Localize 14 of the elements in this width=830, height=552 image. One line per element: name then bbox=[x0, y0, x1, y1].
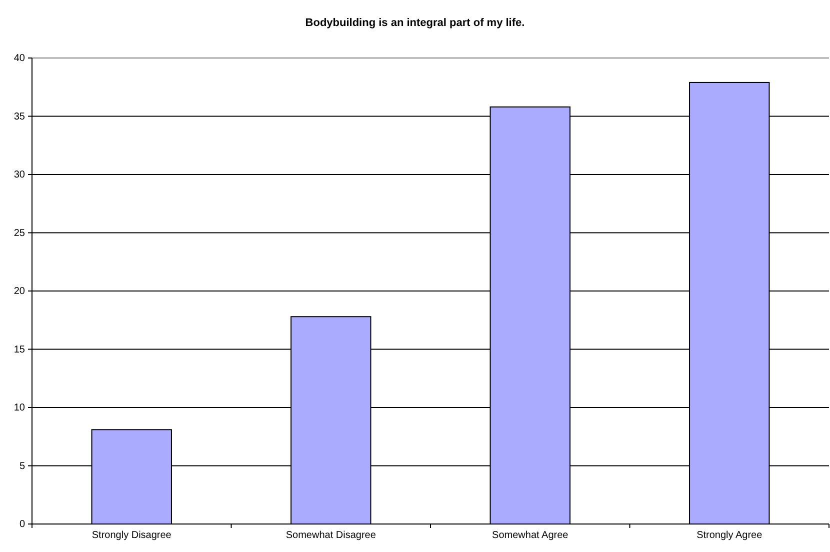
x-tick-label: Strongly Disagree bbox=[92, 530, 172, 541]
y-tick-label: 0 bbox=[19, 519, 26, 530]
y-tick-label: 30 bbox=[14, 170, 26, 181]
x-tick-label: Somewhat Agree bbox=[492, 530, 569, 541]
y-tick-label: 40 bbox=[14, 53, 26, 64]
x-tick-label: Somewhat Disagree bbox=[286, 530, 376, 541]
y-tick-label: 20 bbox=[14, 286, 26, 298]
y-tick-label: 25 bbox=[14, 228, 26, 239]
y-tick-label: 5 bbox=[19, 460, 26, 472]
x-tick-label: Strongly Agree bbox=[696, 530, 763, 541]
y-tick-label: 10 bbox=[14, 402, 26, 414]
y-tick-label: 35 bbox=[14, 111, 26, 122]
chart-title: Bodybuilding is an integral part of my life. bbox=[305, 17, 525, 29]
y-tick-label: 15 bbox=[14, 344, 26, 356]
